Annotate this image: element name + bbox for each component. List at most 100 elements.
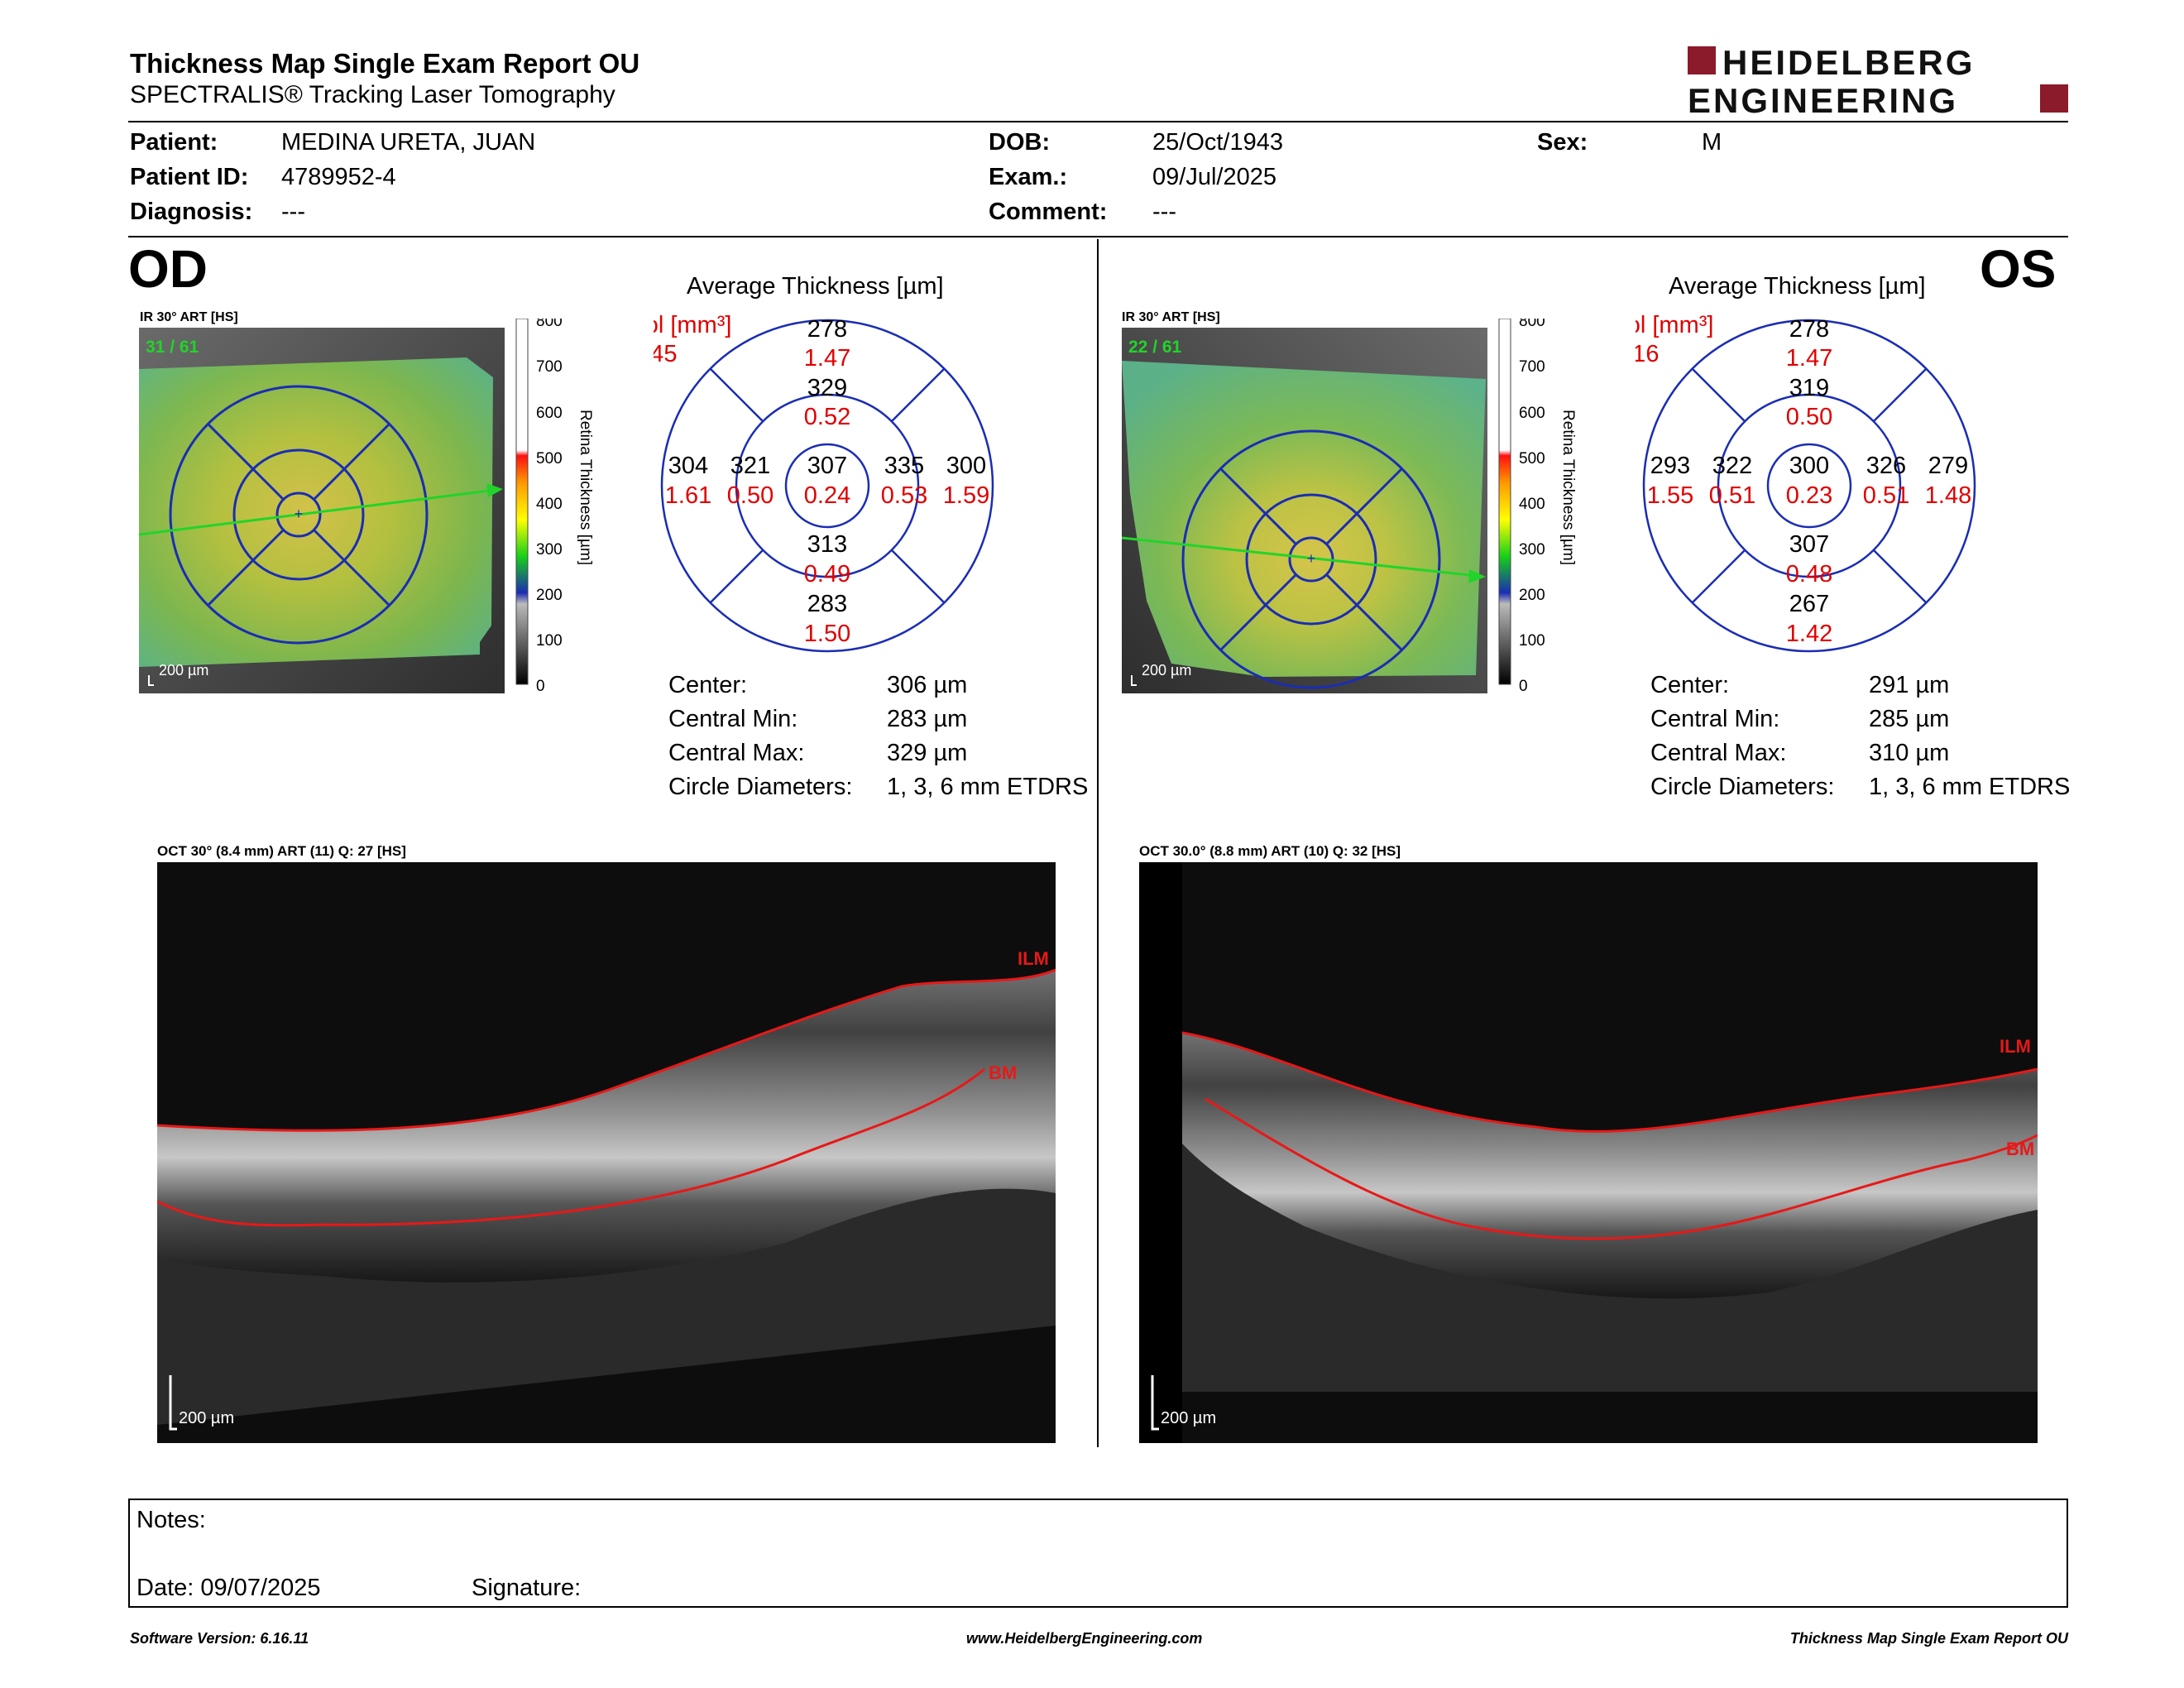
os-center-volume: 0.23: [1786, 482, 1832, 509]
footer-url[interactable]: www.HeidelbergEngineering.com: [966, 1630, 1203, 1647]
od-retina-layers: [157, 970, 1056, 1283]
od-thickness-map[interactable]: + 31 / 61 200 µm: [139, 328, 505, 693]
patient-id: 4789952-4: [281, 164, 396, 190]
od-outer-temporal-volume: 1.61: [665, 482, 711, 509]
os-oct-scale-bar-icon: [1151, 1375, 1159, 1431]
od-vol-label: Vol [mm³]: [654, 312, 731, 338]
footer-version: Software Version: 6.16.11: [130, 1630, 309, 1647]
scale-tick-label: 800: [1519, 319, 1545, 330]
scale-tick-label: 500: [536, 450, 563, 468]
os-inner-inferior-thickness: 307: [1789, 531, 1829, 558]
od-scan-line: [139, 488, 497, 536]
patient-divider: [128, 236, 2068, 237]
od-oct-label: OCT 30° (8.4 mm) ART (11) Q: 27 [HS]: [157, 843, 406, 859]
scale-tick-label: 400: [1519, 496, 1545, 513]
os-bm-label: BM: [2006, 1139, 2034, 1159]
os-min-label: Central Min:: [1650, 706, 1780, 732]
scale-tick-label: 600: [536, 405, 563, 422]
os-inner-temporal-thickness: 322: [1712, 453, 1752, 479]
sex-value: M: [1702, 129, 1722, 156]
od-scale-bar-icon: [148, 675, 154, 686]
os-inner-nasal-thickness: 326: [1866, 453, 1906, 479]
od-eye-label: OD: [128, 239, 208, 299]
os-vol-total: 8.16: [1636, 341, 1659, 367]
os-inner-superior-thickness: 319: [1789, 375, 1829, 401]
scale-tick-label: 200: [1519, 587, 1545, 604]
eye-divider: [1097, 239, 1099, 1447]
od-avg-title: Average Thickness [µm]: [687, 273, 944, 300]
exam-label: Exam.:: [989, 164, 1068, 190]
os-scale-ticks: 800 700 600 500 400 300 200 100 0: [1519, 313, 1545, 695]
od-etdrs-chart: Vol [mm³] 8.45 278 1.47 329 0.52 304 1.6…: [654, 312, 994, 653]
od-inner-inferior-thickness: 313: [807, 531, 847, 558]
os-bm-line: [1205, 1097, 2038, 1240]
od-min-value: 283 µm: [887, 706, 968, 732]
comment-value: ---: [1152, 199, 1176, 225]
os-ir-label: IR 30° ART [HS]: [1122, 310, 1220, 324]
report-subtitle: SPECTRALIS® Tracking Laser Tomography: [130, 81, 615, 108]
os-thickness-map[interactable]: + 22 / 61 200 µm: [1122, 328, 1487, 693]
scale-tick-label: 100: [536, 632, 563, 650]
od-max-value: 329 µm: [887, 740, 968, 766]
os-inner-temporal-volume: 0.51: [1709, 482, 1755, 509]
exam-value: 09/Jul/2025: [1152, 164, 1276, 190]
od-oct-scale-label: 200 µm: [179, 1409, 234, 1427]
os-center-thickness: 300: [1789, 453, 1829, 479]
od-color-scale: 800 700 600 500 400 300 200 100 0 Retina…: [510, 313, 601, 703]
od-inner-inferior-volume: 0.49: [804, 561, 850, 587]
od-diam-label: Circle Diameters:: [668, 774, 853, 800]
scale-tick-label: 100: [1519, 632, 1545, 650]
scale-tick-label: 600: [1519, 405, 1545, 422]
os-inner-inferior-volume: 0.48: [1786, 561, 1832, 587]
svg-text:HEIDELBERG: HEIDELBERG: [1722, 43, 1975, 82]
os-scale-title: Retina Thickness [µm]: [1559, 410, 1577, 565]
os-diam-value: 1, 3, 6 mm ETDRS: [1869, 774, 2071, 800]
od-scale-ticks: 800 700 600 500 400 300 200 100 0: [536, 313, 563, 695]
os-outer-inferior-volume: 1.42: [1786, 621, 1832, 647]
od-oct-scale-bar-icon: [169, 1375, 177, 1431]
od-inner-nasal-thickness: 335: [884, 453, 924, 479]
scale-tick-label: 400: [536, 496, 563, 513]
os-eye-label: OS: [1980, 239, 2057, 299]
os-oct-bscan[interactable]: ILM BM 200 µm: [1139, 862, 2038, 1443]
od-outer-superior-volume: 1.47: [804, 345, 850, 372]
od-ilm-label: ILM: [1018, 948, 1049, 969]
od-frame-counter: 31 / 61: [146, 338, 199, 357]
os-max-value: 310 µm: [1869, 740, 1950, 766]
od-etdrs-grid: [169, 385, 429, 645]
os-retina-layers: [1182, 1033, 2038, 1299]
od-center-value: 306 µm: [887, 672, 968, 698]
od-inner-superior-volume: 0.52: [804, 404, 850, 430]
os-oct-scale-label: 200 µm: [1161, 1409, 1216, 1427]
os-fovea-marker: +: [1307, 550, 1316, 567]
os-vol-label: Vol [mm³]: [1636, 312, 1713, 338]
od-oct-bscan[interactable]: ILM BM 200 µm: [157, 862, 1056, 1443]
od-inner-superior-thickness: 329: [807, 375, 847, 401]
od-scan-arrow-icon: [486, 483, 503, 497]
od-outer-inferior-volume: 1.50: [804, 621, 850, 647]
signature-label: Signature:: [472, 1575, 582, 1601]
diagnosis-label: Diagnosis:: [130, 199, 253, 225]
patient-name: MEDINA URETA, JUAN: [281, 129, 536, 156]
od-inner-temporal-thickness: 321: [730, 453, 770, 479]
od-center-volume: 0.24: [804, 482, 850, 509]
heidelberg-logo: HEIDELBERG ENGINEERING: [1688, 43, 2068, 117]
scale-tick-label: 0: [1519, 678, 1528, 695]
dob-label: DOB:: [989, 129, 1051, 156]
report-title: Thickness Map Single Exam Report OU: [130, 48, 640, 79]
od-ir-label: IR 30° ART [HS]: [140, 310, 238, 324]
od-vol-total: 8.45: [654, 341, 677, 367]
header-divider: [128, 121, 2068, 122]
notes-box[interactable]: Notes: Date: 09/07/2025 Signature:: [128, 1499, 2068, 1608]
scale-tick-label: 700: [1519, 358, 1545, 376]
scale-tick-label: 500: [1519, 450, 1545, 468]
od-max-label: Central Max:: [668, 740, 805, 766]
dob-value: 25/Oct/1943: [1152, 129, 1283, 156]
scale-tick-label: 200: [536, 587, 563, 604]
os-scan-edge: [1139, 862, 1182, 1443]
os-ilm-label: ILM: [2000, 1036, 2031, 1057]
od-scale-bar-label: 200 µm: [159, 662, 208, 679]
scale-tick-label: 700: [536, 358, 563, 376]
svg-text:ENGINEERING: ENGINEERING: [1688, 81, 1958, 117]
os-thickness-overlay: [1122, 361, 1486, 677]
